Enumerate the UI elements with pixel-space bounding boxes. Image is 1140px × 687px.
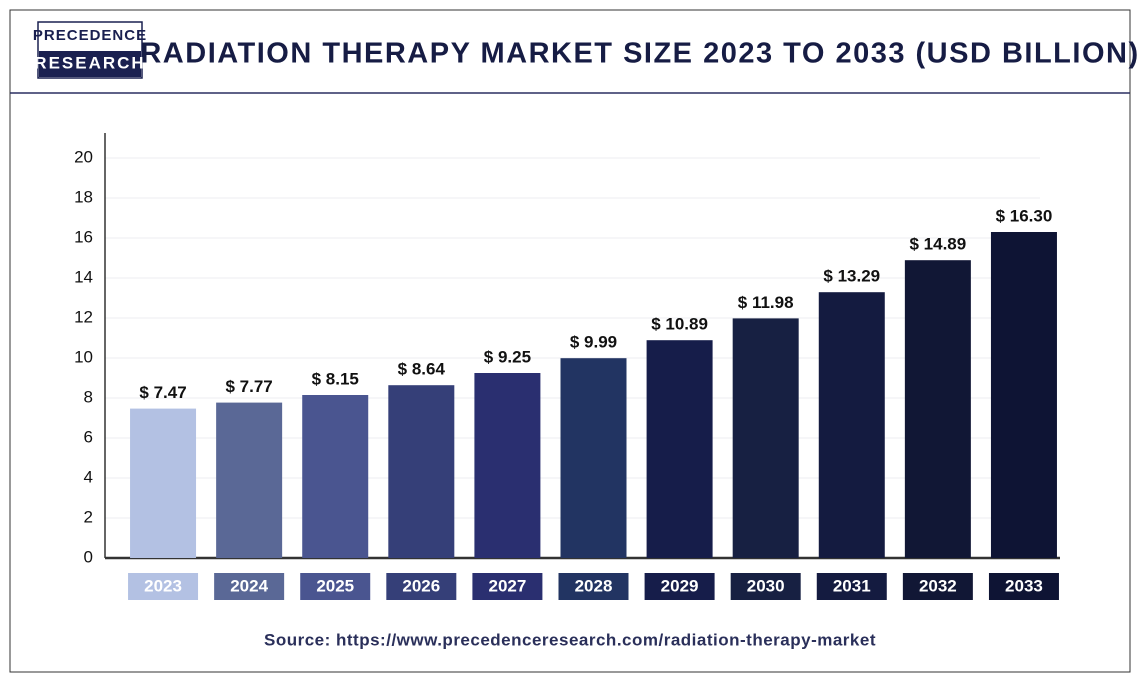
- y-tick-label: 12: [74, 307, 93, 326]
- y-tick-label: 16: [74, 227, 93, 246]
- value-label: $ 7.47: [139, 383, 186, 402]
- x-tick-label: 2024: [230, 576, 268, 595]
- x-tick-label: 2027: [488, 576, 526, 595]
- bar: [216, 402, 283, 558]
- value-label: $ 13.29: [823, 267, 880, 286]
- x-tick-label: 2028: [575, 576, 613, 595]
- y-tick-label: 0: [84, 547, 93, 566]
- value-label: $ 9.25: [484, 347, 531, 366]
- logo-band: [39, 51, 141, 77]
- bar: [302, 395, 369, 558]
- x-tick-label: 2033: [1005, 576, 1043, 595]
- y-tick-label: 14: [74, 267, 93, 286]
- chart-title: RADIATION THERAPY MARKET SIZE 2023 TO 20…: [140, 38, 1139, 70]
- value-label: $ 7.77: [226, 377, 273, 396]
- x-tick-box: [644, 573, 715, 600]
- value-label: $ 9.99: [570, 333, 617, 352]
- y-tick-label: 2: [84, 507, 93, 526]
- x-tick-box: [730, 573, 801, 600]
- y-tick-label: 8: [84, 387, 93, 406]
- x-tick-box: [902, 573, 973, 600]
- x-tick-label: 2026: [402, 576, 440, 595]
- x-tick-label: 2029: [661, 576, 699, 595]
- bar: [646, 340, 713, 558]
- value-label: $ 8.15: [312, 369, 359, 388]
- x-tick-label: 2025: [316, 576, 354, 595]
- x-tick-box: [214, 573, 285, 600]
- bar: [474, 373, 541, 558]
- x-tick-label: 2023: [144, 576, 182, 595]
- x-tick-label: 2030: [747, 576, 785, 595]
- x-tick-box: [128, 573, 199, 600]
- y-tick-label: 6: [84, 427, 93, 446]
- x-tick-box: [558, 573, 629, 600]
- y-tick-label: 10: [74, 347, 93, 366]
- x-tick-label: 2031: [833, 576, 871, 595]
- x-tick-box: [386, 573, 457, 600]
- x-tick-box: [472, 573, 543, 600]
- bar: [904, 260, 971, 558]
- bar: [818, 292, 885, 558]
- value-label: $ 10.89: [651, 315, 708, 334]
- bar: [560, 358, 627, 558]
- y-tick-label: 20: [74, 147, 93, 166]
- value-label: $ 14.89: [909, 235, 966, 254]
- bar: [990, 232, 1057, 558]
- bar: [130, 408, 197, 558]
- bar: [388, 385, 455, 558]
- bar: [732, 318, 799, 558]
- y-tick-label: 18: [74, 187, 93, 206]
- x-tick-box: [988, 573, 1059, 600]
- value-label: $ 8.64: [398, 360, 446, 379]
- x-tick-box: [300, 573, 371, 600]
- x-tick-label: 2032: [919, 576, 957, 595]
- logo-text: RESEARCH: [34, 53, 145, 72]
- value-label: $ 16.30: [996, 206, 1053, 225]
- logo-text: PRECEDENCE: [33, 27, 147, 44]
- value-label: $ 11.98: [738, 293, 794, 312]
- y-tick-label: 4: [84, 467, 93, 486]
- source: Source: https://www.precedenceresearch.c…: [264, 630, 876, 649]
- x-tick-box: [816, 573, 887, 600]
